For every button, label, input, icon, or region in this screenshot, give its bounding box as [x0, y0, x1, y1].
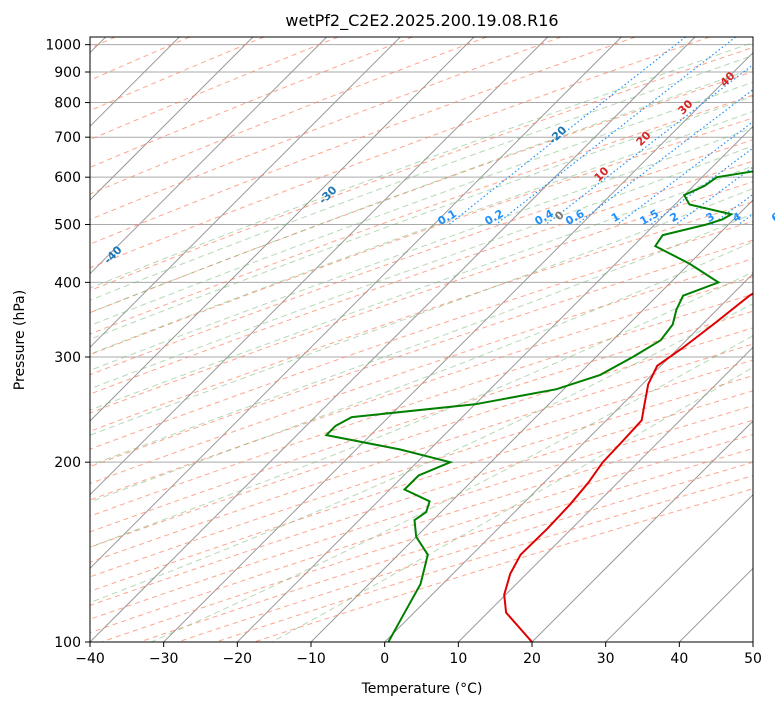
x-tick-label: 40: [670, 651, 688, 667]
moist-adiabat-line: [90, 187, 753, 436]
dry-adiabat-label: -40: [101, 243, 124, 266]
y-tick-label: 300: [54, 350, 81, 366]
x-tick-label: 30: [597, 651, 615, 667]
sounding-profiles: [324, 170, 753, 642]
mixing-ratio-line: [495, 37, 736, 225]
y-tick-label: 900: [54, 65, 81, 81]
isotherm-line: [90, 37, 254, 201]
dry-adiabat-line: [90, 310, 753, 533]
dry-adiabat-line: [90, 359, 753, 578]
moist-adiabat-line: [271, 366, 753, 642]
x-tick-label: −20: [223, 651, 253, 667]
y-tick-label: 500: [54, 217, 81, 233]
dry-adiabat-line: [90, 37, 562, 221]
chart-title: wetPf2_C2E2.2025.200.19.08.R16: [285, 11, 558, 31]
isotherm-line: [457, 346, 753, 642]
dry-adiabat-line: [90, 37, 190, 81]
x-tick-label: −10: [296, 651, 326, 667]
x-tick-label: 50: [744, 651, 762, 667]
dry-adiabat-line: [90, 37, 487, 195]
dry-adiabat-line: [215, 475, 753, 642]
plot-frame: [89, 36, 754, 643]
moist-adiabat-line: [90, 54, 753, 301]
dry-adiabat-line: [90, 258, 753, 485]
moist-adiabat-line: [90, 110, 753, 355]
dry-adiabat-line: [90, 37, 710, 269]
moist-adiabat-label: 20: [634, 128, 654, 148]
x-tick-label: 10: [449, 651, 467, 667]
y-tick-label: 800: [54, 96, 81, 112]
moist-adiabat-line: [90, 95, 753, 340]
dry-adiabat-line: [90, 390, 753, 606]
isotherm-line: [90, 37, 401, 349]
isotherm-line: [531, 420, 753, 642]
mixing-ratio-line: [448, 37, 686, 225]
moist-adiabat-line: [90, 81, 753, 327]
background-lines: [90, 37, 753, 642]
moist-adiabat-line: [90, 127, 753, 371]
y-axis-label: Pressure (hPa): [12, 290, 28, 390]
dry-adiabat-line: [177, 461, 753, 642]
dry-adiabat-line: [90, 37, 636, 245]
isotherm-line: [310, 199, 753, 642]
isotherm-line: [605, 493, 753, 642]
mixing-ratio-line: [675, 166, 753, 225]
y-tick-label: 200: [54, 455, 81, 471]
moist-adiabat-line: [90, 165, 753, 411]
moist-adiabat-line: [90, 303, 753, 604]
y-tick-label: 1000: [45, 38, 81, 54]
temperature-profile: [503, 292, 753, 642]
x-tick-label: −40: [75, 651, 105, 667]
moist-adiabat-line: [90, 213, 753, 466]
isotherm-line: [90, 37, 622, 570]
moist-adiabat-label: 10: [592, 164, 612, 184]
moist-adiabat-line: [90, 145, 753, 390]
isotherm-line: [163, 51, 753, 642]
moist-adiabat-line: [90, 68, 753, 314]
dry-adiabat-line: [90, 181, 753, 414]
y-tick-label: 600: [54, 170, 81, 186]
dry-adiabat-line: [90, 343, 753, 563]
mixing-ratio-label: 6: [769, 210, 775, 225]
y-tick-label: 400: [54, 275, 81, 291]
isotherm-line: [90, 37, 696, 642]
dewpoint-profile: [324, 170, 753, 642]
isotherm-line: [90, 37, 328, 275]
y-axis-ticks: 100 200 300 400 500 600 700 800 900 1000: [45, 38, 90, 651]
x-tick-label: 0: [380, 651, 389, 667]
dry-adiabat-line: [90, 94, 753, 335]
dry-adiabat-line: [90, 37, 339, 141]
y-tick-label: 700: [54, 130, 81, 146]
dry-adiabat-line: [90, 160, 753, 395]
moist-adiabat-line: [90, 41, 753, 289]
dry-adiabat-line: [90, 220, 753, 450]
moist-adiabat-label: 30: [676, 97, 696, 117]
x-axis-ticks: −40 −30 −20 −10 0 10 20 30 40 50: [75, 642, 762, 667]
line-labels: 0.10.20.40.611.52346810131620253036-100-…: [101, 69, 775, 267]
moist-adiabat-line: [90, 241, 753, 503]
x-tick-label: 20: [523, 651, 541, 667]
dry-adiabat-line: [101, 433, 753, 642]
isotherm-line: [90, 37, 549, 496]
moist-adiabat-line: [150, 335, 753, 642]
isotherm-line: [752, 641, 753, 642]
mixing-ratio-label: 2: [668, 210, 681, 225]
x-axis-label: Temperature (°C): [361, 681, 483, 697]
isotherm-line: [384, 272, 753, 642]
x-tick-label: −30: [149, 651, 179, 667]
isotherm-line: [236, 125, 753, 642]
y-tick-label: 100: [54, 635, 81, 651]
dry-adiabat-label: -30: [316, 183, 339, 206]
moist-adiabat-line: [90, 271, 753, 548]
dry-adiabat-line: [90, 37, 264, 112]
